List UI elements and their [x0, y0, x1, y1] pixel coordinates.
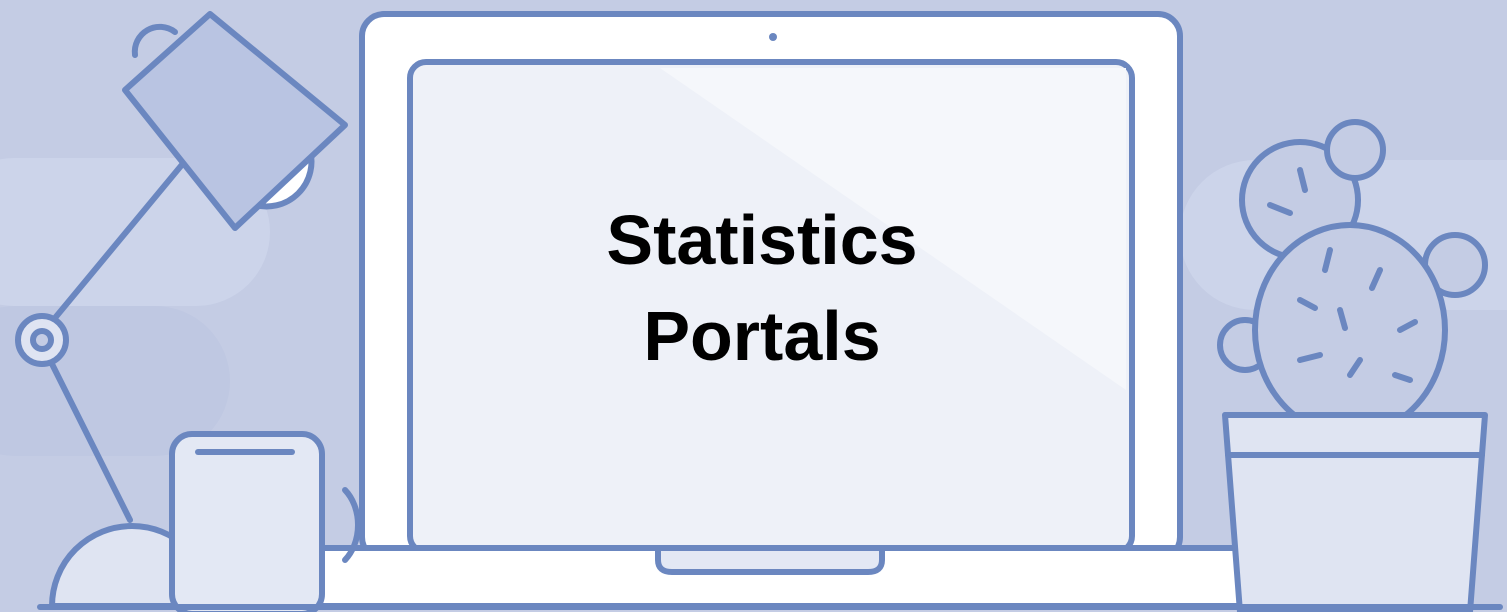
title-line: Statistics [606, 201, 917, 279]
lamp-joint [33, 331, 51, 349]
cactus-pot [1225, 415, 1485, 612]
banner: Statistics Portals [0, 0, 1507, 612]
page: {"title": {"lines": ["Statistics", "Port… [0, 0, 1507, 612]
laptop-camera [769, 33, 777, 41]
title-line: Portals [643, 297, 880, 375]
cactus-segment [1327, 122, 1383, 178]
cactus-body [1255, 225, 1445, 435]
mug-body [172, 434, 322, 612]
laptop-notch [658, 548, 882, 572]
